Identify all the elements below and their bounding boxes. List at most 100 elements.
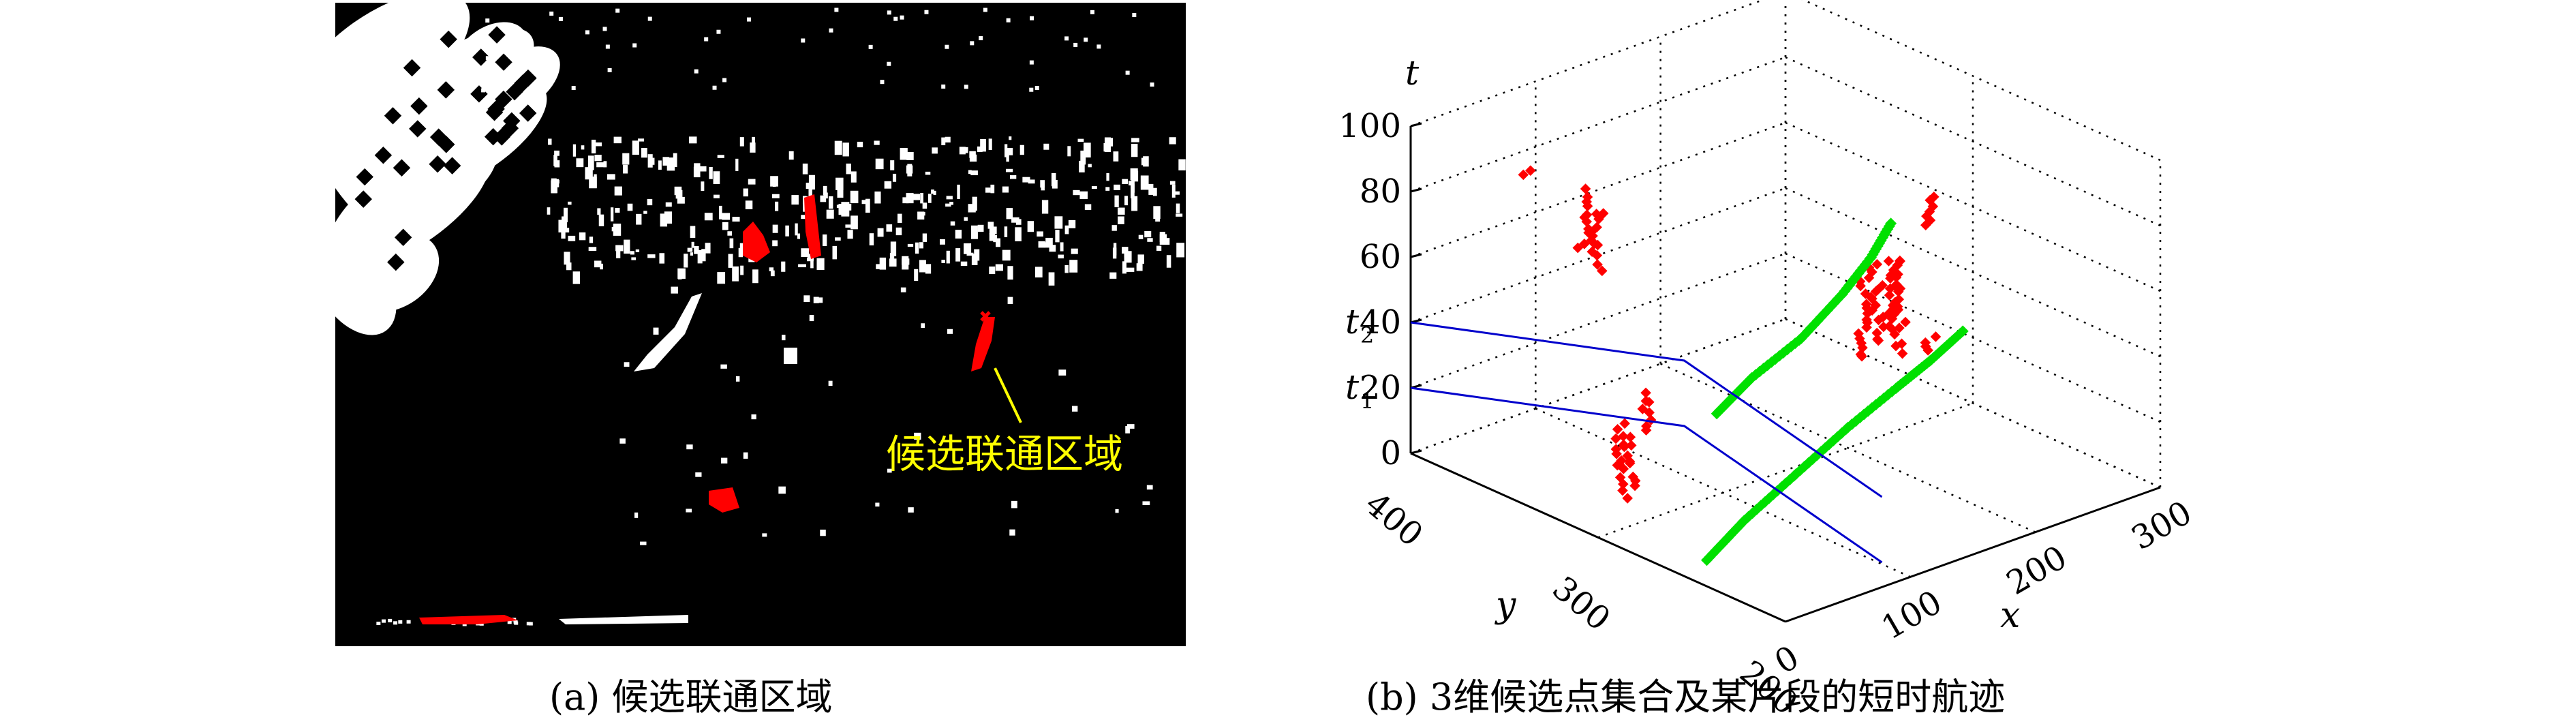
clutter-speck (832, 245, 837, 260)
clutter-speck (558, 219, 566, 233)
clutter-speck (1118, 216, 1124, 224)
clutter-speck (933, 190, 936, 195)
clutter-speck (662, 157, 669, 166)
clutter-speck (890, 160, 895, 170)
clutter-speck (566, 228, 570, 233)
clutter-speck (1141, 157, 1144, 166)
clutter-speck (1007, 297, 1013, 304)
clutter-speck (979, 36, 983, 41)
clutter-speck (568, 201, 572, 205)
clutter-speck (876, 264, 883, 269)
clutter-speck (717, 272, 726, 284)
clutter-speck (1152, 187, 1157, 196)
clutter-speck (996, 238, 1001, 247)
clutter-speck (907, 164, 913, 177)
clutter-speck (637, 138, 645, 142)
clutter-speck (1122, 247, 1129, 254)
clutter-speck (927, 194, 932, 203)
clutter-speck (1073, 189, 1080, 196)
clutter-speck (607, 67, 612, 72)
blob-hole (441, 251, 459, 269)
clutter-speck (1174, 191, 1180, 195)
clutter-speck (398, 620, 403, 624)
clutter-speck (630, 251, 634, 255)
clutter-speck (716, 29, 721, 34)
clutter-speck (1163, 238, 1170, 245)
clutter-speck (841, 202, 850, 217)
clutter-speck (750, 142, 756, 153)
candidate-point (1625, 440, 1637, 451)
clutter-speck (823, 192, 828, 199)
clutter-speck (735, 158, 739, 171)
clutter-speck (772, 224, 778, 233)
clutter-speck (802, 163, 808, 175)
clutter-speck (1011, 500, 1017, 509)
z-tick (1410, 122, 1422, 127)
clutter-speck (1015, 219, 1022, 225)
blob-hole (519, 104, 537, 122)
clutter-speck (1080, 150, 1086, 165)
clutter-speck (1072, 406, 1078, 412)
clutter-speck (1006, 155, 1009, 162)
clutter-speck (596, 162, 604, 168)
clutter-points (293, 0, 1186, 626)
clutter-speck (815, 297, 823, 303)
z-tick-label: 100 (1338, 107, 1401, 145)
clutter-speck (1009, 175, 1017, 179)
clutter-speck (850, 171, 857, 183)
clutter-speck (890, 241, 897, 256)
clutter-speck (835, 177, 844, 190)
clutter-speck (653, 327, 659, 335)
clutter-speck (834, 140, 842, 155)
clutter-speck (727, 231, 733, 236)
clutter-speck (647, 254, 656, 258)
clutter-speck (822, 234, 827, 246)
clutter-speck (1064, 225, 1069, 234)
clutter-speck (526, 622, 531, 626)
z-tick-label: 60 (1360, 238, 1401, 276)
blob-hole (496, 239, 514, 257)
blob-hole (387, 253, 405, 271)
clutter-speck (969, 154, 977, 162)
clutter-speck (880, 80, 885, 85)
clutter-speck (513, 620, 518, 624)
blob-hole (472, 48, 490, 66)
blob-hole (403, 59, 421, 77)
blob-hole (491, 199, 508, 217)
clutter-speck (1022, 177, 1030, 183)
clutter-speck (704, 37, 709, 42)
clutter-speck (850, 215, 858, 230)
blob-hole (384, 107, 402, 125)
clutter-speck (770, 176, 778, 187)
clutter-speck (701, 249, 706, 262)
clutter-speck (922, 233, 927, 242)
clutter-speck (945, 136, 951, 143)
clutter-speck (925, 264, 932, 274)
clutter-speck (1084, 204, 1092, 210)
clutter-speck (587, 155, 594, 170)
clutter-speck (594, 154, 602, 162)
clutter-speck (1140, 175, 1149, 190)
candidate-regions (419, 194, 995, 624)
clutter-speck (836, 204, 840, 209)
clutter-speck (803, 295, 810, 303)
annotation-leader-line (994, 367, 1022, 423)
clutter-speck (585, 167, 593, 180)
clutter-speck (747, 17, 752, 22)
z-tick (1410, 187, 1422, 193)
clutter-speck (834, 7, 839, 12)
clutter-speck (720, 364, 727, 369)
clutter-speck (835, 237, 841, 241)
clutter-speck (1091, 186, 1097, 189)
candidate-marker (980, 311, 991, 322)
clutter-speck (868, 44, 873, 49)
time-mark-subscript: 1 (1360, 388, 1374, 414)
grid-line (1660, 363, 2036, 533)
clutter-speck (481, 88, 486, 93)
clutter-speck (1147, 238, 1153, 242)
clutter-speck (778, 486, 786, 494)
clutter-speck (406, 620, 411, 624)
clutter-speck (1153, 206, 1161, 219)
clutter-speck (1079, 160, 1085, 172)
clutter-speck (848, 203, 852, 211)
